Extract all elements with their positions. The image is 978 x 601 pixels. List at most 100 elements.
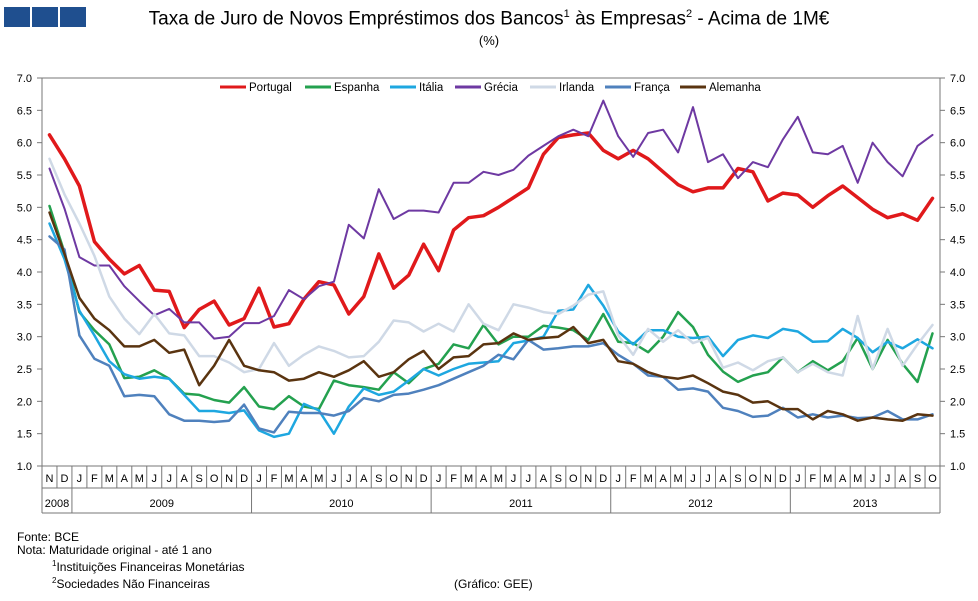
x-tick-label: M (314, 473, 323, 485)
footnote-1: 1Instituições Financeiras Monetárias (17, 557, 245, 574)
x-tick-label: J (436, 473, 442, 485)
series-line-espanha (48, 204, 934, 411)
x-tick-label: D (420, 473, 428, 485)
source-note: Fonte: BCE (17, 530, 80, 544)
x-tick-label: D (599, 473, 607, 485)
y-tick-label-right: 2.5 (950, 364, 965, 376)
y-tick-label-left: 2.5 (17, 364, 32, 376)
y-tick-label-left: 6.5 (17, 105, 32, 117)
y-tick-label-left: 4.5 (17, 235, 32, 247)
y-tick-label-right: 4.5 (950, 235, 965, 247)
x-tick-label: F (809, 473, 816, 485)
x-tick-label: M (673, 473, 682, 485)
x-tick-label: J (511, 473, 517, 485)
x-tick-label: A (360, 473, 368, 485)
title-footnote-2: 2 (685, 8, 693, 20)
legend-label: Irlanda (559, 82, 595, 94)
x-tick-label: A (540, 473, 548, 485)
y-tick-label-right: 1.0 (950, 461, 965, 473)
year-label: 2013 (853, 498, 877, 510)
year-label: 2011 (509, 498, 533, 510)
y-tick-label-left: 4.0 (17, 267, 32, 279)
x-tick-label: A (121, 473, 129, 485)
year-label: 2009 (149, 498, 173, 510)
x-tick-label: D (240, 473, 248, 485)
year-label: 2012 (688, 498, 712, 510)
x-tick-label: M (853, 473, 862, 485)
x-tick-label: O (928, 473, 937, 485)
x-tick-label: J (615, 473, 621, 485)
gee-logo (4, 7, 86, 27)
x-tick-label: A (719, 473, 727, 485)
x-tick-label: M (823, 473, 832, 485)
y-tick-label-left: 3.5 (17, 299, 32, 311)
title-mid: às Empresas (569, 8, 686, 30)
chart-title: Taxa de Juro de Novos Empréstimos dos Ba… (0, 8, 978, 30)
y-tick-label-left: 2.0 (17, 396, 32, 408)
chart-notes: Fonte: BCE Nota: Maturidade original - a… (17, 531, 245, 591)
maturity-note: Nota: Maturidade original - até 1 ano (17, 543, 212, 557)
x-tick-label: O (749, 473, 758, 485)
x-tick-label: M (464, 473, 473, 485)
x-tick-label: D (60, 473, 68, 485)
logo-square (4, 7, 30, 27)
x-tick-label: A (659, 473, 667, 485)
title-footnote-1: 1 (563, 8, 570, 20)
x-tick-label: S (555, 473, 562, 485)
series-line-portugal (47, 131, 935, 330)
footnote-2: 2Sociedades Não Financeiras (17, 574, 245, 591)
x-tick-label: S (914, 473, 921, 485)
x-tick-label: J (690, 473, 696, 485)
x-tick-label: S (734, 473, 741, 485)
y-tick-label-left: 5.0 (17, 202, 32, 214)
x-tick-label: A (899, 473, 907, 485)
x-tick-label: M (135, 473, 144, 485)
y-tick-label-right: 7.0 (950, 73, 965, 85)
title-main: Taxa de Juro de Novos Empréstimos dos Ba… (148, 8, 564, 30)
y-tick-label-right: 2.0 (950, 396, 965, 408)
x-tick-label: F (271, 473, 278, 485)
x-tick-label: S (195, 473, 202, 485)
x-tick-label: J (795, 473, 801, 485)
logo-square (60, 7, 86, 27)
footnote-2-text: Sociedades Não Financeiras (56, 577, 210, 591)
x-tick-label: F (91, 473, 98, 485)
x-tick-label: S (375, 473, 382, 485)
x-tick-label: A (480, 473, 488, 485)
y-tick-label-right: 6.5 (950, 105, 965, 117)
year-label: 2008 (45, 498, 69, 510)
logo-square (32, 7, 58, 27)
footnote-1-marker: 1 (52, 559, 57, 568)
y-tick-label-right: 3.5 (950, 299, 965, 311)
x-tick-label: O (389, 473, 398, 485)
y-tick-label-right: 1.5 (950, 429, 965, 441)
y-tick-label-right: 6.0 (950, 138, 965, 150)
x-tick-label: D (779, 473, 787, 485)
y-tick-label-right: 5.0 (950, 202, 965, 214)
x-tick-label: J (870, 473, 876, 485)
x-tick-label: J (77, 473, 83, 485)
legend-label: França (634, 82, 670, 94)
series-line-irlanda (48, 157, 934, 377)
x-tick-label: J (166, 473, 172, 485)
legend-label: Grécia (484, 82, 518, 94)
chart-unit: (%) (478, 33, 500, 48)
y-tick-label-left: 3.0 (17, 332, 32, 344)
y-tick-label-left: 1.5 (17, 429, 32, 441)
year-label: 2010 (329, 498, 353, 510)
x-tick-label: O (210, 473, 219, 485)
x-tick-label: F (630, 473, 637, 485)
x-tick-label: N (584, 473, 592, 485)
x-tick-label: F (450, 473, 457, 485)
legend-label: Espanha (334, 82, 380, 94)
x-tick-label: O (569, 473, 578, 485)
x-tick-label: M (105, 473, 114, 485)
y-tick-label-left: 5.5 (17, 170, 32, 182)
y-tick-label-left: 7.0 (17, 73, 32, 85)
x-tick-label: A (839, 473, 847, 485)
x-tick-label: J (526, 473, 532, 485)
footnote-1-text: Instituições Financeiras Monetárias (56, 560, 245, 574)
x-tick-label: J (331, 473, 337, 485)
x-tick-label: A (300, 473, 308, 485)
